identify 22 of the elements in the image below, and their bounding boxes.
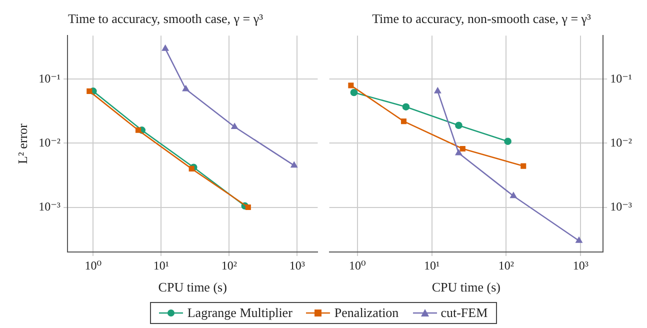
x-tick-label: 10² <box>498 258 514 272</box>
legend-label: Penalization <box>334 305 399 321</box>
y-tick-label: 10⁻² <box>610 135 632 150</box>
legend-label: cut-FEM <box>440 305 488 321</box>
x-axis-title: CPU time (s) <box>432 280 500 295</box>
x-tick-label: 10¹ <box>424 258 440 272</box>
x-tick-label: 10³ <box>572 258 589 272</box>
y-axis-title: L² error <box>15 122 30 164</box>
legend-label: Lagrange Multiplier <box>187 305 292 321</box>
x-axis-title: CPU time (s) <box>158 280 227 295</box>
x-tick-label: 10² <box>221 258 238 272</box>
y-tick-label: 10⁻¹ <box>38 71 61 86</box>
chart-title: Time to accuracy, smooth case, γ = γ³ <box>68 11 264 26</box>
x-tick-label: 10³ <box>289 258 306 272</box>
x-tick-label: 10⁰ <box>84 258 102 272</box>
chart-title: Time to accuracy, non-smooth case, γ = γ³ <box>372 11 592 26</box>
y-tick-label: 10⁻³ <box>610 199 632 214</box>
x-tick-label: 10⁰ <box>348 258 366 272</box>
y-tick-label: 10⁻³ <box>38 199 61 214</box>
y-tick-label: 10⁻¹ <box>610 71 632 86</box>
x-tick-label: 10¹ <box>153 258 170 272</box>
y-tick-label: 10⁻² <box>38 135 61 150</box>
